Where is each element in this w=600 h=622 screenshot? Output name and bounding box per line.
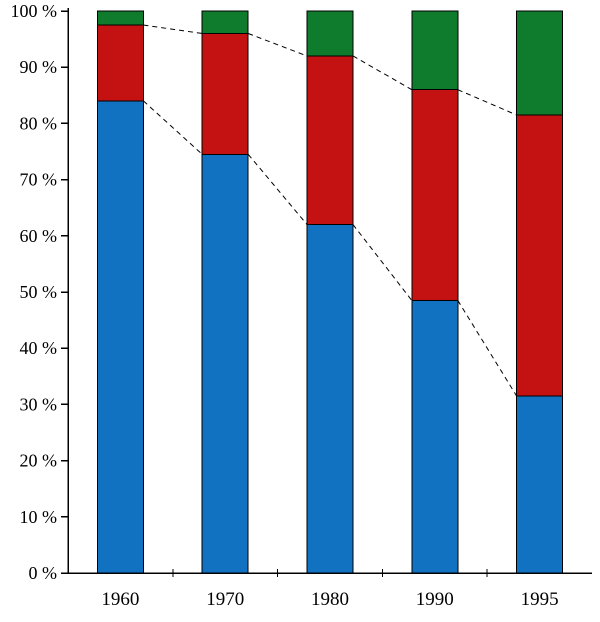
bar-segment-green-top-segment <box>201 10 249 34</box>
bar-segment-green-top-segment <box>96 10 144 26</box>
connector-line <box>143 24 203 34</box>
bar-segment-blue-bottom-segment <box>411 299 459 574</box>
connector-line <box>457 300 518 397</box>
bar-segment-red-middle-segment <box>411 89 459 301</box>
y-tick-label: 10 % <box>20 507 58 527</box>
connector-line <box>248 33 308 57</box>
x-category-label: 1960 <box>101 589 139 610</box>
y-tick-label: 100 % <box>11 1 58 21</box>
bar-segment-blue-bottom-segment <box>96 100 144 574</box>
connector-line <box>352 55 413 91</box>
y-tick-label: 40 % <box>20 338 58 358</box>
y-tick-label: 60 % <box>20 226 58 246</box>
connector-line <box>457 89 517 116</box>
bar-segment-green-top-segment <box>306 10 354 57</box>
y-tick-label: 20 % <box>20 451 58 471</box>
y-tick-label: 80 % <box>20 113 58 133</box>
bar-segment-red-middle-segment <box>516 114 564 397</box>
y-tick-label: 30 % <box>20 394 58 414</box>
y-tick-label: 90 % <box>20 57 58 77</box>
x-category-label: 1990 <box>416 589 454 610</box>
x-category-label: 1980 <box>311 589 349 610</box>
bar-segment-green-top-segment <box>516 10 564 116</box>
bar-segment-blue-bottom-segment <box>516 395 564 574</box>
bar-segment-blue-bottom-segment <box>306 224 354 574</box>
connector-line <box>247 153 308 225</box>
bar-segment-green-top-segment <box>411 10 459 91</box>
connector-line <box>352 224 413 301</box>
bar-segment-red-middle-segment <box>96 24 144 102</box>
y-tick-label: 70 % <box>20 170 58 190</box>
y-tick-label: 50 % <box>20 282 58 302</box>
bar-segment-red-middle-segment <box>201 32 249 155</box>
x-category-label: 1970 <box>206 589 244 610</box>
bar-segment-red-middle-segment <box>306 55 354 226</box>
x-category-label: 1995 <box>521 589 559 610</box>
connector-line <box>143 100 203 155</box>
bar-segment-blue-bottom-segment <box>201 153 249 574</box>
y-tick-label: 0 % <box>29 563 58 583</box>
